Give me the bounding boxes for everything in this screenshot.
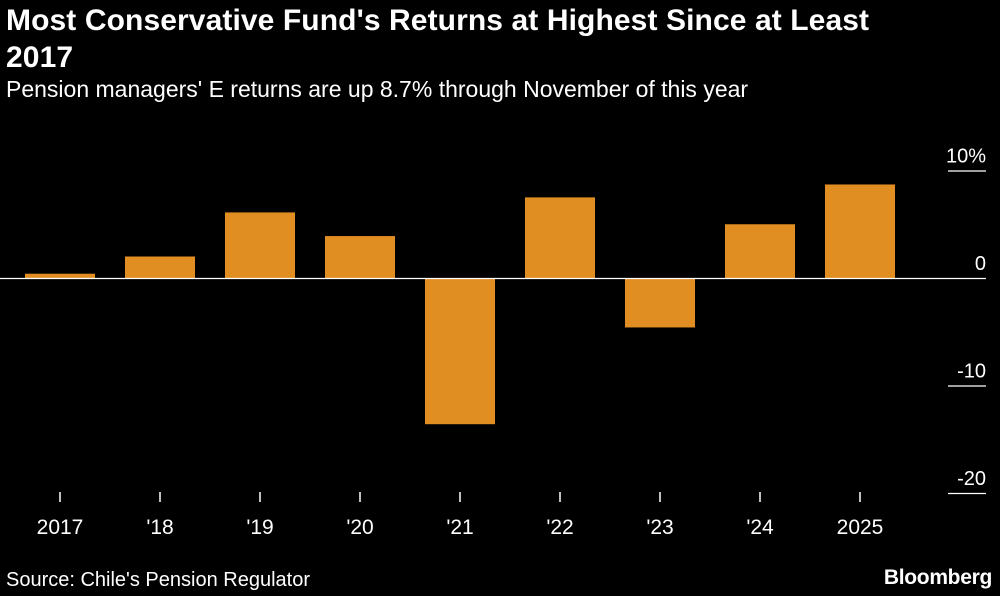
x-tick-label-7: '24 [746, 516, 774, 539]
bar-1 [125, 256, 195, 278]
bar-7 [725, 224, 795, 278]
chart-title: Most Conservative Fund's Returns at High… [6, 4, 870, 74]
bar-8 [825, 184, 895, 278]
y-tick-label-3: -20 [957, 468, 986, 490]
x-tick-label-1: '18 [146, 516, 173, 539]
y-tick-label-0: 10% [946, 146, 986, 168]
bar-chart: 10% 0 -10 -20 2017 '18 '19 '20 '21 '22 '23 '24 2025 [0, 146, 986, 539]
y-tick-label-2: -10 [957, 361, 986, 383]
source-note: Source: Chile's Pension Regulator [6, 569, 310, 591]
bar-2 [225, 212, 295, 278]
x-tick-label-0: 2017 [37, 516, 84, 539]
bar-6 [625, 278, 695, 328]
x-tick-label-3: '20 [346, 516, 373, 539]
y-tick-label-1: 0 [975, 253, 986, 275]
bar-0 [25, 273, 95, 278]
x-tick-label-6: '23 [646, 516, 673, 539]
bloomberg-logo: Bloomberg [883, 566, 992, 589]
x-tick-label-4: '21 [446, 516, 473, 539]
x-tick-label-8: 2025 [837, 516, 884, 539]
bar-5 [525, 197, 595, 278]
chart-subtitle: Pension managers' E returns are up 8.7% … [6, 76, 749, 102]
bar-4 [425, 278, 495, 425]
bar-3 [325, 236, 395, 278]
x-tick-label-5: '22 [546, 516, 573, 539]
x-tick-label-2: '19 [246, 516, 273, 539]
